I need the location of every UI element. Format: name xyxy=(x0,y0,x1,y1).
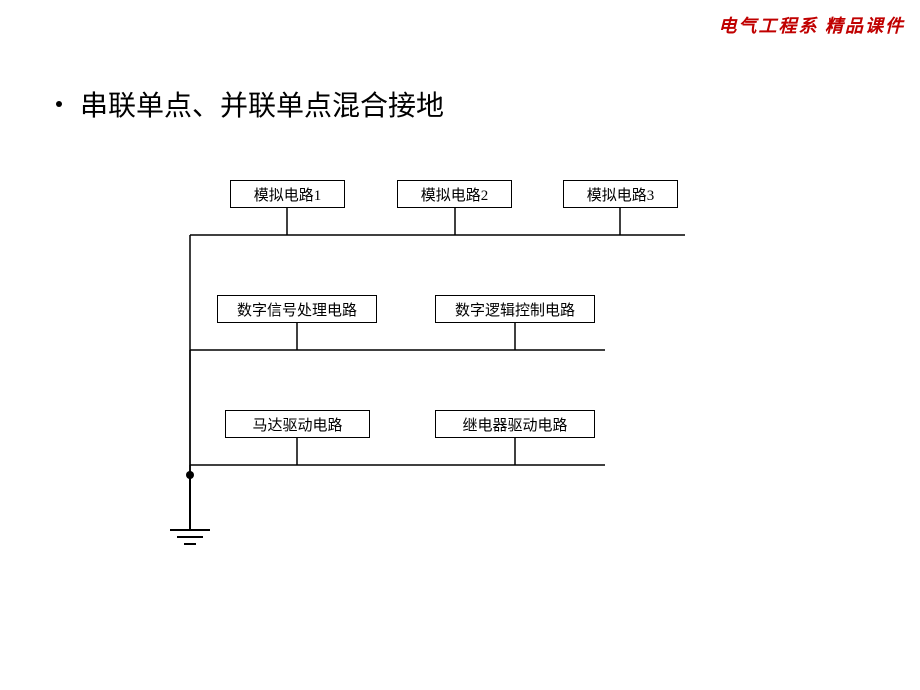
header-dept: 电气工程系 xyxy=(719,16,819,36)
grounding-diagram: 模拟电路1模拟电路2模拟电路3数字信号处理电路数字逻辑控制电路马达驱动电路继电器… xyxy=(165,180,725,560)
header-course: 精品课件 xyxy=(825,16,905,36)
header-course-label: 电气工程系 精品课件 xyxy=(719,12,906,38)
title-row: 串联单点、并联单点混合接地 xyxy=(56,84,444,124)
bullet-icon xyxy=(56,101,62,107)
page-title: 串联单点、并联单点混合接地 xyxy=(80,84,444,124)
diagram-lines xyxy=(165,180,725,580)
